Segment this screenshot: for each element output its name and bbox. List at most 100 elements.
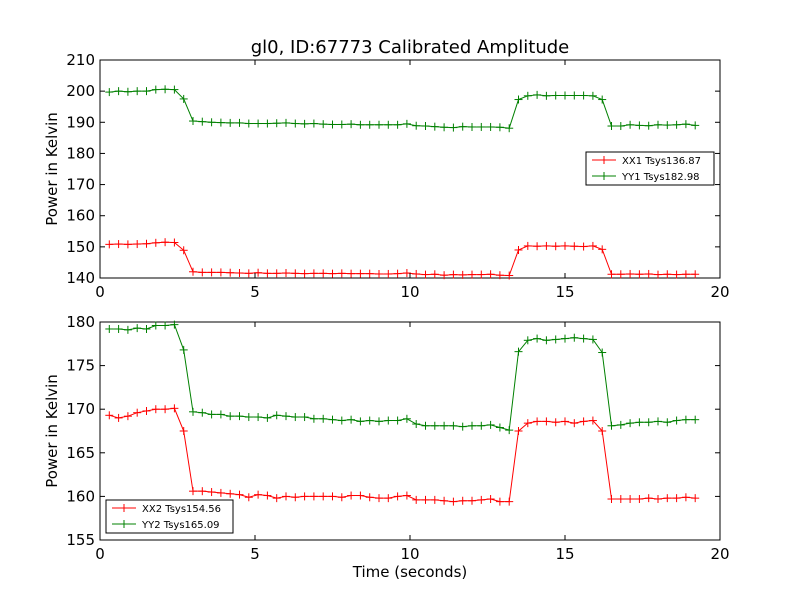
data-point-xx1 <box>365 269 374 278</box>
data-point-yy2 <box>681 415 690 424</box>
data-point-xx2 <box>114 413 123 422</box>
top-y-tick-label-150: 150 <box>66 238 95 256</box>
data-point-yy2 <box>170 320 179 329</box>
data-point-yy2 <box>337 416 346 425</box>
data-point-yy2 <box>505 426 514 435</box>
top-y-tick-label-160: 160 <box>66 207 95 225</box>
bottom-tick-layer: 0 5 10 15 20 155 160 165 170 175 180 <box>66 313 729 563</box>
data-point-yy1 <box>393 120 402 129</box>
data-point-yy1 <box>402 119 411 128</box>
data-point-xx2 <box>495 497 504 506</box>
data-point-xx1 <box>142 239 151 248</box>
data-point-xx1 <box>300 269 309 278</box>
data-point-xx2 <box>170 404 179 413</box>
data-point-xx2 <box>226 489 235 498</box>
data-point-xx1 <box>179 246 188 255</box>
data-point-xx2 <box>430 495 439 504</box>
data-point-yy2 <box>365 416 374 425</box>
data-point-yy1 <box>458 122 467 131</box>
top-y-tick-label-140: 140 <box>66 269 95 287</box>
data-point-yy2 <box>375 417 383 426</box>
data-point-yy2 <box>477 421 486 430</box>
data-point-xx1 <box>551 242 560 251</box>
data-point-yy1 <box>254 119 263 128</box>
data-point-xx1 <box>523 241 532 250</box>
data-point-yy1 <box>561 91 569 100</box>
data-point-xx1 <box>133 240 142 249</box>
data-point-xx2 <box>207 488 216 497</box>
data-point-yy1 <box>337 120 346 129</box>
data-point-yy1 <box>626 120 635 129</box>
data-point-xx2 <box>551 418 560 427</box>
bottom-y-tick-label-180: 180 <box>66 313 95 331</box>
bottom-legend: XX2 Tsys154.56 YY2 Tsys165.09 <box>105 499 234 534</box>
bottom-y-axis-label: Power in Kelvin <box>43 374 61 488</box>
data-point-xx1 <box>375 269 383 278</box>
data-point-yy1 <box>588 91 597 100</box>
data-point-xx1 <box>356 269 365 278</box>
data-point-yy1 <box>663 121 672 130</box>
data-point-xx1 <box>319 269 328 278</box>
data-point-xx2 <box>681 493 690 502</box>
data-point-xx2 <box>672 494 681 503</box>
data-point-yy2 <box>421 421 430 430</box>
data-point-xx1 <box>235 269 244 278</box>
data-point-yy1 <box>235 118 244 127</box>
data-point-yy2 <box>514 347 523 356</box>
bottom-x-tick-label-5: 5 <box>250 545 260 563</box>
data-point-yy1 <box>449 123 458 132</box>
data-point-yy2 <box>430 421 439 430</box>
legend-label-xx1: XX1 Tsys136.87 <box>622 156 701 167</box>
data-point-xx1 <box>216 268 225 277</box>
data-point-xx1 <box>151 238 160 247</box>
data-point-xx2 <box>328 492 337 501</box>
data-point-xx2 <box>607 495 616 504</box>
data-point-xx2 <box>375 494 383 503</box>
data-point-yy1 <box>282 118 290 127</box>
data-point-xx1 <box>337 269 346 278</box>
data-point-yy1 <box>309 119 318 128</box>
data-point-yy1 <box>421 122 430 131</box>
data-point-yy2 <box>412 420 421 429</box>
data-point-xx1 <box>533 242 542 251</box>
data-point-yy1 <box>216 118 225 127</box>
data-point-xx1 <box>226 268 235 277</box>
data-point-yy2 <box>328 415 337 424</box>
bottom-y-tick-label-160: 160 <box>66 487 95 505</box>
top-series-layer <box>105 85 700 280</box>
legend-label-yy1: YY1 Tsys182.98 <box>621 172 700 183</box>
data-point-yy1 <box>161 85 170 94</box>
data-point-xx1 <box>272 269 281 278</box>
series-line-xx1 <box>109 241 696 277</box>
data-point-yy1 <box>384 120 393 129</box>
data-point-yy2 <box>449 421 458 430</box>
data-point-yy1 <box>654 120 662 129</box>
data-point-yy2 <box>486 420 495 429</box>
data-point-yy2 <box>226 412 235 421</box>
data-point-yy2 <box>616 420 625 429</box>
data-point-yy2 <box>607 421 616 430</box>
data-point-yy2 <box>254 413 263 422</box>
data-point-xx2 <box>198 487 207 496</box>
data-point-yy1 <box>644 121 653 130</box>
data-point-xx2 <box>570 419 579 428</box>
legend-entry-yy2: YY2 Tsys165.09 <box>112 520 220 531</box>
data-point-xx1 <box>570 242 579 251</box>
data-point-yy2 <box>654 417 662 426</box>
data-point-xx2 <box>282 492 290 501</box>
data-point-xx2 <box>579 417 588 426</box>
data-point-yy2 <box>402 414 411 423</box>
data-point-yy2 <box>189 407 197 416</box>
data-point-xx1 <box>114 240 123 249</box>
data-point-xx1 <box>328 269 337 278</box>
data-point-xx1 <box>672 270 681 279</box>
bottom-y-tick-label-155: 155 <box>66 531 95 549</box>
top-y-tick-label-180: 180 <box>66 144 95 162</box>
data-point-xx2 <box>356 491 365 500</box>
top-x-tick-label-5: 5 <box>250 283 260 301</box>
series-line-yy1 <box>109 88 696 129</box>
data-point-yy2 <box>598 348 607 357</box>
data-point-xx1 <box>309 269 318 278</box>
data-point-yy2 <box>244 413 253 422</box>
